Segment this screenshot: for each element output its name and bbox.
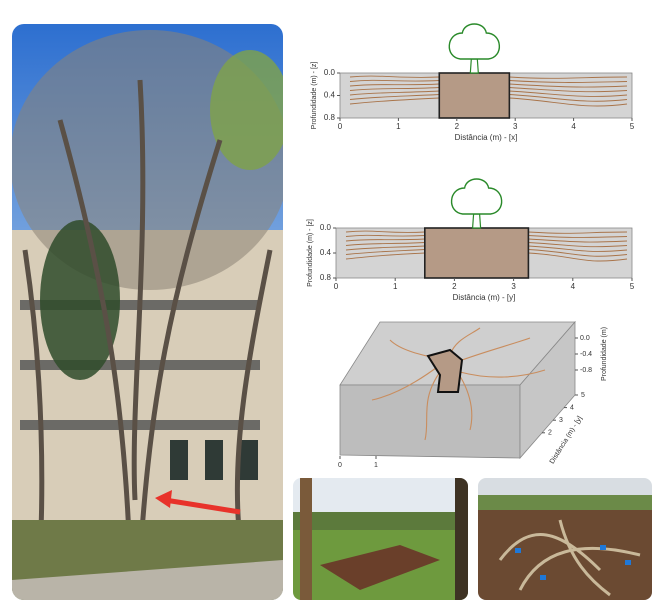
x-tick-label: 1: [374, 462, 378, 469]
root: [345, 234, 425, 237]
root: [459, 369, 546, 378]
y-tick-label: 4: [570, 404, 574, 411]
root: [509, 87, 628, 93]
x-tick-label: 5: [630, 122, 635, 131]
root: [345, 245, 425, 251]
y-tick-label: 0.8: [320, 273, 332, 282]
y-tick-label: 0.4: [324, 91, 336, 100]
x-axis-label: Distância (m) - [y]: [453, 293, 516, 302]
x-axis-label: Distância (m) - [x]: [455, 133, 518, 142]
root: [345, 238, 425, 242]
z-tick-label: -0.4: [580, 351, 592, 358]
y-tick-label: 5: [581, 392, 585, 399]
tree-icon: [448, 23, 501, 60]
y-axis-label: Profundidade (m) - [z]: [307, 219, 314, 287]
root: [349, 97, 440, 105]
y-tick-label: 0.8: [324, 113, 336, 122]
root: [528, 231, 628, 234]
root: [424, 371, 441, 441]
x-tick-label: 3: [511, 282, 516, 291]
root: [349, 75, 440, 78]
root: [528, 252, 628, 262]
root: [349, 90, 440, 96]
root: [509, 97, 628, 107]
root: [509, 80, 628, 83]
x-tick-label: 0: [338, 462, 342, 469]
roots-photo: [478, 478, 652, 600]
x-tick-label: 1: [396, 122, 401, 131]
root: [509, 83, 628, 88]
trench: [426, 348, 464, 393]
x-tick-label: 2: [455, 122, 460, 131]
y-tick-label: 2: [548, 430, 552, 437]
x-tick-label: 0: [334, 282, 339, 291]
x-tick-label: 5: [630, 282, 635, 291]
root: [461, 337, 531, 361]
y-tick-label: 0.0: [320, 223, 332, 232]
root: [528, 249, 628, 257]
x-tick-label: 1: [393, 282, 398, 291]
root: [509, 94, 628, 102]
trench: [423, 227, 530, 279]
tree-icon: [471, 213, 482, 229]
x-tick-label: 3: [513, 122, 518, 131]
z-tick-label: -0.8: [580, 367, 592, 374]
z-axis-label: Profundidade (m): [601, 327, 608, 381]
box-front: [339, 384, 521, 459]
tree-icon: [450, 178, 503, 215]
root: [528, 242, 628, 248]
x-tick-label: 2: [452, 282, 457, 291]
x-tick-label: 0: [338, 122, 343, 131]
root: [349, 83, 440, 87]
root: [349, 79, 440, 82]
tree-photo: [12, 24, 283, 600]
z-tick-label: 0.0: [580, 335, 590, 342]
root: [509, 76, 628, 79]
root: [345, 252, 425, 260]
root: [371, 364, 441, 401]
y-tick-label: 0.0: [324, 68, 336, 77]
x-tick-label: 4: [571, 282, 576, 291]
root: [345, 242, 425, 246]
root: [345, 230, 425, 233]
y-axis-label: Distância (m) - [y]: [549, 415, 584, 465]
x-tick-label: 4: [571, 122, 576, 131]
tree-icon: [469, 58, 479, 74]
y-tick-label: 3: [559, 417, 563, 424]
root: [528, 235, 628, 238]
y-axis-label: Profundidade (m) - [z]: [311, 62, 318, 130]
y-tick-label: 0.4: [320, 248, 332, 257]
trench: [438, 72, 511, 119]
root: [349, 87, 440, 91]
root: [349, 94, 440, 100]
root: [528, 238, 628, 243]
root: [345, 249, 425, 255]
root: [509, 90, 628, 97]
root: [528, 245, 628, 252]
field-photo: [293, 478, 468, 600]
